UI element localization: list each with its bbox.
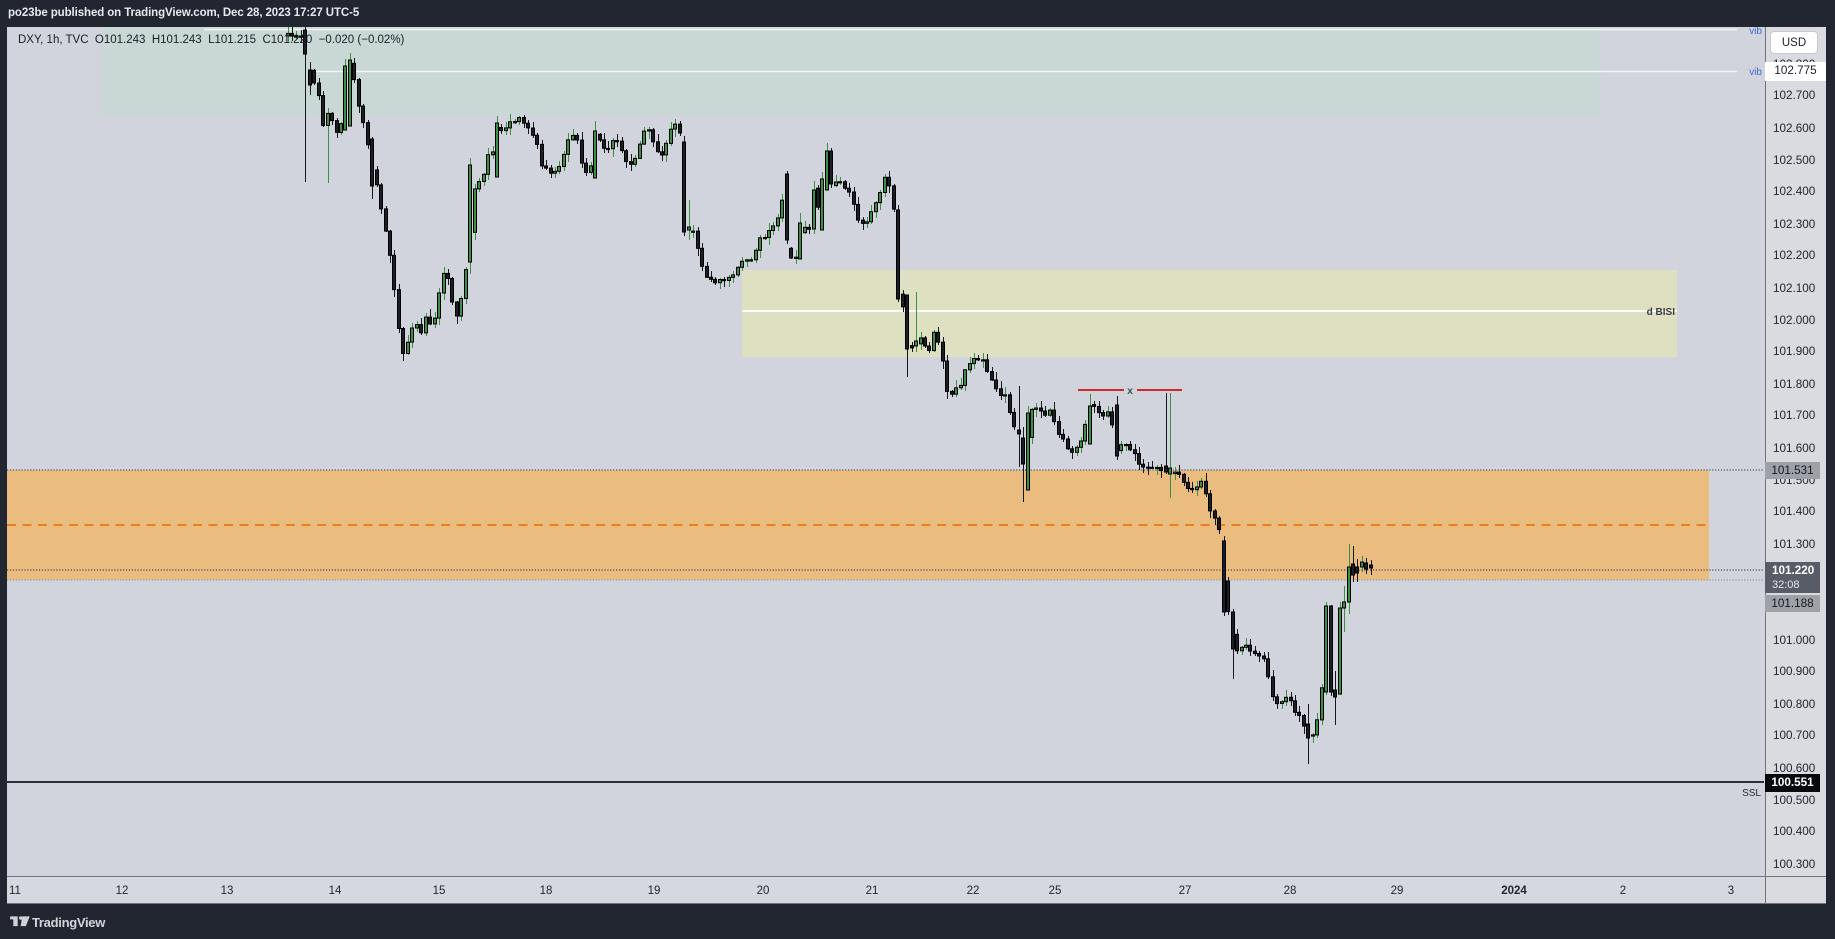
svg-text:vib: vib — [1749, 27, 1762, 37]
svg-text:vib: vib — [1749, 67, 1762, 78]
svg-text:SSL: SSL — [1742, 788, 1761, 799]
svg-text:x: x — [1127, 385, 1133, 397]
svg-text:d BISI: d BISI — [1647, 307, 1676, 318]
